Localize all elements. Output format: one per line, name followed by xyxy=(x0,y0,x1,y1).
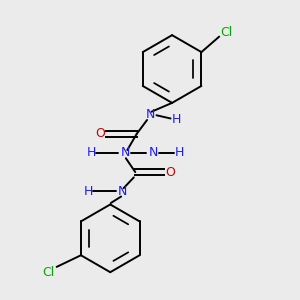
Text: Cl: Cl xyxy=(42,266,55,279)
Text: H: H xyxy=(86,146,96,159)
Text: H: H xyxy=(83,185,93,198)
Text: N: N xyxy=(117,185,127,198)
Text: N: N xyxy=(120,146,130,159)
Text: O: O xyxy=(166,166,176,178)
Text: N: N xyxy=(145,108,155,121)
Text: Cl: Cl xyxy=(220,26,233,39)
Text: H: H xyxy=(175,146,184,159)
Text: N: N xyxy=(148,146,158,159)
Text: H: H xyxy=(172,112,181,126)
Text: O: O xyxy=(95,127,105,140)
